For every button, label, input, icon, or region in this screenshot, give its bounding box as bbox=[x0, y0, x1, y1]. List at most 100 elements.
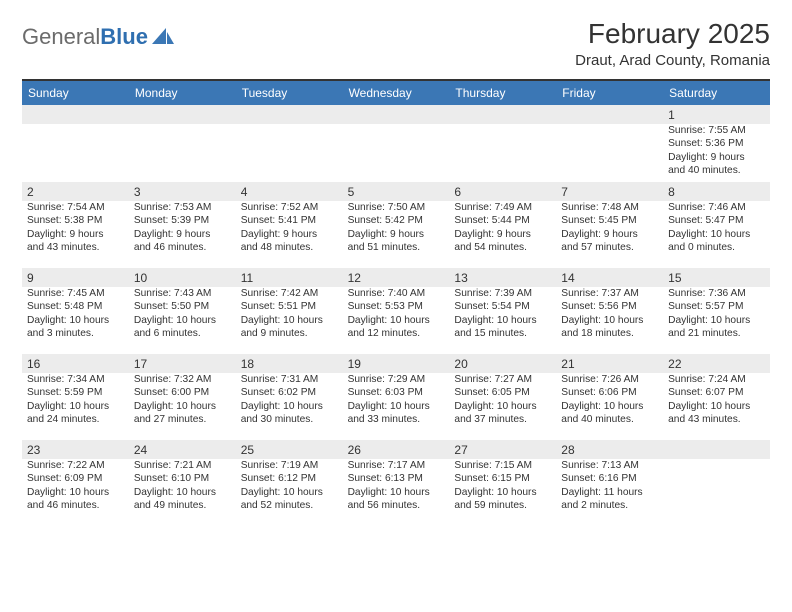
day-number: 4 bbox=[236, 182, 343, 201]
month-title: February 2025 bbox=[575, 18, 770, 50]
day-cell: 3Sunrise: 7:53 AMSunset: 5:39 PMDaylight… bbox=[129, 182, 236, 268]
sunrise-line: Sunrise: 7:39 AM bbox=[454, 287, 551, 300]
day-details: Sunrise: 7:40 AMSunset: 5:53 PMDaylight:… bbox=[343, 287, 450, 345]
day-cell: 25Sunrise: 7:19 AMSunset: 6:12 PMDayligh… bbox=[236, 440, 343, 526]
daylight-line-1: Daylight: 10 hours bbox=[561, 400, 658, 413]
daylight-line-2: and 18 minutes. bbox=[561, 327, 658, 340]
day-number: 27 bbox=[449, 440, 556, 459]
sunrise-line: Sunrise: 7:32 AM bbox=[134, 373, 231, 386]
day-number: 11 bbox=[236, 268, 343, 287]
day-number: 10 bbox=[129, 268, 236, 287]
day-details: Sunrise: 7:39 AMSunset: 5:54 PMDaylight:… bbox=[449, 287, 556, 345]
day-cell: 17Sunrise: 7:32 AMSunset: 6:00 PMDayligh… bbox=[129, 354, 236, 440]
daylight-line-1: Daylight: 10 hours bbox=[134, 400, 231, 413]
daylight-line-2: and 6 minutes. bbox=[134, 327, 231, 340]
day-number: 20 bbox=[449, 354, 556, 373]
day-cell: 20Sunrise: 7:27 AMSunset: 6:05 PMDayligh… bbox=[449, 354, 556, 440]
weekday-row: SundayMondayTuesdayWednesdayThursdayFrid… bbox=[22, 81, 770, 105]
daylight-line-1: Daylight: 10 hours bbox=[668, 400, 765, 413]
day-details: Sunrise: 7:53 AMSunset: 5:39 PMDaylight:… bbox=[129, 201, 236, 259]
day-cell: 5Sunrise: 7:50 AMSunset: 5:42 PMDaylight… bbox=[343, 182, 450, 268]
day-number: 21 bbox=[556, 354, 663, 373]
day-number: 25 bbox=[236, 440, 343, 459]
sunrise-line: Sunrise: 7:24 AM bbox=[668, 373, 765, 386]
day-cell: 27Sunrise: 7:15 AMSunset: 6:15 PMDayligh… bbox=[449, 440, 556, 526]
day-cell: 13Sunrise: 7:39 AMSunset: 5:54 PMDayligh… bbox=[449, 268, 556, 354]
sunset-line: Sunset: 6:13 PM bbox=[348, 472, 445, 485]
sunrise-line: Sunrise: 7:48 AM bbox=[561, 201, 658, 214]
daylight-line-1: Daylight: 9 hours bbox=[668, 151, 765, 164]
daylight-line-2: and 12 minutes. bbox=[348, 327, 445, 340]
day-details: Sunrise: 7:24 AMSunset: 6:07 PMDaylight:… bbox=[663, 373, 770, 431]
sunrise-line: Sunrise: 7:27 AM bbox=[454, 373, 551, 386]
daylight-line-1: Daylight: 10 hours bbox=[27, 400, 124, 413]
weekday-label: Wednesday bbox=[343, 81, 450, 105]
sunrise-line: Sunrise: 7:15 AM bbox=[454, 459, 551, 472]
sunset-line: Sunset: 5:47 PM bbox=[668, 214, 765, 227]
daylight-line-2: and 37 minutes. bbox=[454, 413, 551, 426]
day-cell: 8Sunrise: 7:46 AMSunset: 5:47 PMDaylight… bbox=[663, 182, 770, 268]
daylight-line-2: and 56 minutes. bbox=[348, 499, 445, 512]
header: GeneralBlue February 2025 Draut, Arad Co… bbox=[22, 18, 770, 69]
sunset-line: Sunset: 6:06 PM bbox=[561, 386, 658, 399]
day-cell: 26Sunrise: 7:17 AMSunset: 6:13 PMDayligh… bbox=[343, 440, 450, 526]
sunset-line: Sunset: 5:56 PM bbox=[561, 300, 658, 313]
logo: GeneralBlue bbox=[22, 18, 174, 50]
day-cell: 11Sunrise: 7:42 AMSunset: 5:51 PMDayligh… bbox=[236, 268, 343, 354]
daylight-line-2: and 48 minutes. bbox=[241, 241, 338, 254]
sunset-line: Sunset: 5:50 PM bbox=[134, 300, 231, 313]
empty-day-strip bbox=[129, 105, 236, 124]
day-cell: 1Sunrise: 7:55 AMSunset: 5:36 PMDaylight… bbox=[663, 105, 770, 182]
daylight-line-2: and 40 minutes. bbox=[668, 164, 765, 177]
sunrise-line: Sunrise: 7:49 AM bbox=[454, 201, 551, 214]
sunset-line: Sunset: 5:51 PM bbox=[241, 300, 338, 313]
day-details: Sunrise: 7:52 AMSunset: 5:41 PMDaylight:… bbox=[236, 201, 343, 259]
day-number: 15 bbox=[663, 268, 770, 287]
daylight-line-1: Daylight: 10 hours bbox=[668, 228, 765, 241]
week-row: 16Sunrise: 7:34 AMSunset: 5:59 PMDayligh… bbox=[22, 354, 770, 440]
sunrise-line: Sunrise: 7:46 AM bbox=[668, 201, 765, 214]
title-block: February 2025 Draut, Arad County, Romani… bbox=[575, 18, 770, 69]
day-cell: 10Sunrise: 7:43 AMSunset: 5:50 PMDayligh… bbox=[129, 268, 236, 354]
week-row: 2Sunrise: 7:54 AMSunset: 5:38 PMDaylight… bbox=[22, 182, 770, 268]
empty-day-strip bbox=[343, 105, 450, 124]
day-details: Sunrise: 7:54 AMSunset: 5:38 PMDaylight:… bbox=[22, 201, 129, 259]
empty-cell bbox=[343, 105, 450, 182]
weekday-label: Monday bbox=[129, 81, 236, 105]
day-details: Sunrise: 7:21 AMSunset: 6:10 PMDaylight:… bbox=[129, 459, 236, 517]
calendar: SundayMondayTuesdayWednesdayThursdayFrid… bbox=[22, 79, 770, 526]
sunset-line: Sunset: 5:36 PM bbox=[668, 137, 765, 150]
daylight-line-1: Daylight: 10 hours bbox=[561, 314, 658, 327]
sunset-line: Sunset: 5:53 PM bbox=[348, 300, 445, 313]
daylight-line-1: Daylight: 10 hours bbox=[348, 486, 445, 499]
logo-sail-icon bbox=[152, 28, 174, 46]
daylight-line-2: and 40 minutes. bbox=[561, 413, 658, 426]
daylight-line-1: Daylight: 9 hours bbox=[241, 228, 338, 241]
day-number: 6 bbox=[449, 182, 556, 201]
day-details: Sunrise: 7:43 AMSunset: 5:50 PMDaylight:… bbox=[129, 287, 236, 345]
day-details: Sunrise: 7:42 AMSunset: 5:51 PMDaylight:… bbox=[236, 287, 343, 345]
day-cell: 4Sunrise: 7:52 AMSunset: 5:41 PMDaylight… bbox=[236, 182, 343, 268]
day-details: Sunrise: 7:17 AMSunset: 6:13 PMDaylight:… bbox=[343, 459, 450, 517]
day-cell: 16Sunrise: 7:34 AMSunset: 5:59 PMDayligh… bbox=[22, 354, 129, 440]
sunset-line: Sunset: 6:15 PM bbox=[454, 472, 551, 485]
day-cell: 9Sunrise: 7:45 AMSunset: 5:48 PMDaylight… bbox=[22, 268, 129, 354]
daylight-line-2: and 57 minutes. bbox=[561, 241, 658, 254]
day-cell: 23Sunrise: 7:22 AMSunset: 6:09 PMDayligh… bbox=[22, 440, 129, 526]
sunrise-line: Sunrise: 7:31 AM bbox=[241, 373, 338, 386]
day-details: Sunrise: 7:48 AMSunset: 5:45 PMDaylight:… bbox=[556, 201, 663, 259]
day-cell: 18Sunrise: 7:31 AMSunset: 6:02 PMDayligh… bbox=[236, 354, 343, 440]
daylight-line-1: Daylight: 10 hours bbox=[241, 486, 338, 499]
day-cell: 2Sunrise: 7:54 AMSunset: 5:38 PMDaylight… bbox=[22, 182, 129, 268]
day-details: Sunrise: 7:36 AMSunset: 5:57 PMDaylight:… bbox=[663, 287, 770, 345]
day-cell: 15Sunrise: 7:36 AMSunset: 5:57 PMDayligh… bbox=[663, 268, 770, 354]
day-details: Sunrise: 7:37 AMSunset: 5:56 PMDaylight:… bbox=[556, 287, 663, 345]
day-details: Sunrise: 7:22 AMSunset: 6:09 PMDaylight:… bbox=[22, 459, 129, 517]
daylight-line-1: Daylight: 10 hours bbox=[134, 314, 231, 327]
day-details: Sunrise: 7:45 AMSunset: 5:48 PMDaylight:… bbox=[22, 287, 129, 345]
sunrise-line: Sunrise: 7:55 AM bbox=[668, 124, 765, 137]
day-number: 12 bbox=[343, 268, 450, 287]
sunrise-line: Sunrise: 7:29 AM bbox=[348, 373, 445, 386]
daylight-line-1: Daylight: 9 hours bbox=[561, 228, 658, 241]
daylight-line-2: and 52 minutes. bbox=[241, 499, 338, 512]
